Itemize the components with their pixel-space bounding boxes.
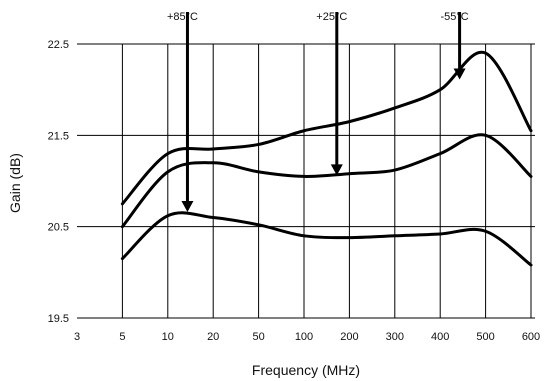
- y-tick-label: 22.5: [48, 39, 69, 51]
- series-layer: [120, 50, 533, 267]
- annotation-arrow-head: [181, 200, 194, 212]
- annotation-label: +25°C: [316, 11, 347, 23]
- annotation-layer: +85°C +25°C -55°C: [167, 11, 469, 212]
- annotation-arrow-head: [330, 164, 343, 176]
- x-tick-label: 50: [252, 331, 264, 343]
- x-tick-label: 20: [207, 331, 219, 343]
- x-tick-label: 100: [295, 331, 313, 343]
- x-tick-label: 400: [431, 331, 449, 343]
- series-line-3: [120, 211, 533, 267]
- x-tick-label: 3: [74, 331, 80, 343]
- y-axis-title: Gain (dB): [7, 153, 23, 213]
- x-tick-label: 500: [476, 331, 494, 343]
- x-tick-label: 600: [522, 331, 540, 343]
- annotation-arrow-head: [453, 68, 466, 80]
- y-tick-label: 21.5: [48, 130, 69, 142]
- y-tick-label: 19.5: [48, 313, 69, 325]
- tick-layer: 3 5 10 20 50 100 200 300 400 500 600 19.5 20.5 21.5 22…: [48, 39, 541, 343]
- x-tick-label: 200: [340, 331, 358, 343]
- annotation-label: -55°C: [440, 11, 468, 23]
- x-tick-label: 300: [386, 331, 404, 343]
- grid: [77, 43, 535, 319]
- annotation-label: +85°C: [167, 11, 198, 23]
- y-tick-label: 20.5: [48, 222, 69, 234]
- series-line-1: [120, 50, 533, 206]
- x-axis-title: Frequency (MHz): [252, 362, 360, 378]
- series-line-2: [120, 133, 533, 229]
- x-tick-label: 10: [162, 331, 174, 343]
- x-tick-label: 5: [119, 331, 125, 343]
